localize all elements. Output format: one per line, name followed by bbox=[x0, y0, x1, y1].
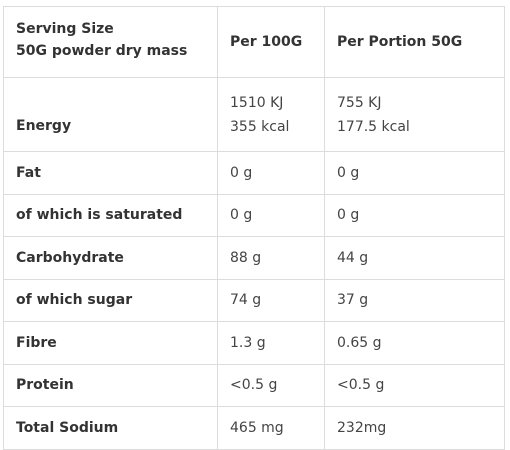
per-portion-header: Per Portion 50G bbox=[324, 6, 505, 78]
energy-kj-per-portion: 755 KJ bbox=[337, 94, 382, 111]
nutrition-table: Serving Size 50G powder dry mass Per 100… bbox=[3, 6, 505, 450]
per-portion-value: 0.65 g bbox=[324, 321, 505, 365]
row-label: of which is saturated bbox=[3, 193, 218, 237]
row-label: Fibre bbox=[3, 321, 218, 365]
row-label: Total Sodium bbox=[3, 406, 218, 450]
table-row: Total Sodium 465 mg 232mg bbox=[3, 406, 505, 450]
per-100g-value: 1.3 g bbox=[217, 321, 325, 365]
per-portion-value: 0 g bbox=[324, 193, 505, 237]
table-row: Fibre 1.3 g 0.65 g bbox=[3, 321, 505, 365]
table-row: Protein <0.5 g <0.5 g bbox=[3, 363, 505, 407]
per-portion-value: 44 g bbox=[324, 236, 505, 280]
energy-kcal-per-100g: 355 kcal bbox=[230, 118, 290, 135]
table-row: Fat 0 g 0 g bbox=[3, 151, 505, 195]
table-row: Energy 1510 KJ 355 kcal 755 KJ 177.5 kca… bbox=[3, 77, 505, 152]
per-100g-value: <0.5 g bbox=[217, 363, 325, 407]
serving-size-label: Serving Size bbox=[16, 21, 114, 37]
row-label: of which sugar bbox=[3, 278, 218, 322]
serving-size-header: Serving Size 50G powder dry mass bbox=[3, 6, 218, 78]
header-row: Serving Size 50G powder dry mass Per 100… bbox=[3, 6, 505, 78]
per-100g-value: 88 g bbox=[217, 236, 325, 280]
energy-kcal-per-portion: 177.5 kcal bbox=[337, 118, 410, 135]
per-100g-value: 0 g bbox=[217, 151, 325, 195]
table-row: of which is saturated 0 g 0 g bbox=[3, 193, 505, 237]
per-100g-value: 1510 KJ 355 kcal bbox=[217, 77, 325, 152]
per-portion-value: 0 g bbox=[324, 151, 505, 195]
per-100g-value: 74 g bbox=[217, 278, 325, 322]
per-100g-value: 0 g bbox=[217, 193, 325, 237]
per-portion-value: <0.5 g bbox=[324, 363, 505, 407]
per-portion-value: 37 g bbox=[324, 278, 505, 322]
row-label: Energy bbox=[3, 77, 218, 152]
row-label: Carbohydrate bbox=[3, 236, 218, 280]
per-portion-value: 232mg bbox=[324, 406, 505, 450]
energy-kj-per-100g: 1510 KJ bbox=[230, 94, 284, 111]
table-row: of which sugar 74 g 37 g bbox=[3, 278, 505, 322]
row-label: Fat bbox=[3, 151, 218, 195]
per-100g-header: Per 100G bbox=[217, 6, 325, 78]
per-portion-value: 755 KJ 177.5 kcal bbox=[324, 77, 505, 152]
per-100g-value: 465 mg bbox=[217, 406, 325, 450]
serving-size-mass: 50G powder dry mass bbox=[16, 43, 188, 59]
table-row: Carbohydrate 88 g 44 g bbox=[3, 236, 505, 280]
row-label: Protein bbox=[3, 363, 218, 407]
